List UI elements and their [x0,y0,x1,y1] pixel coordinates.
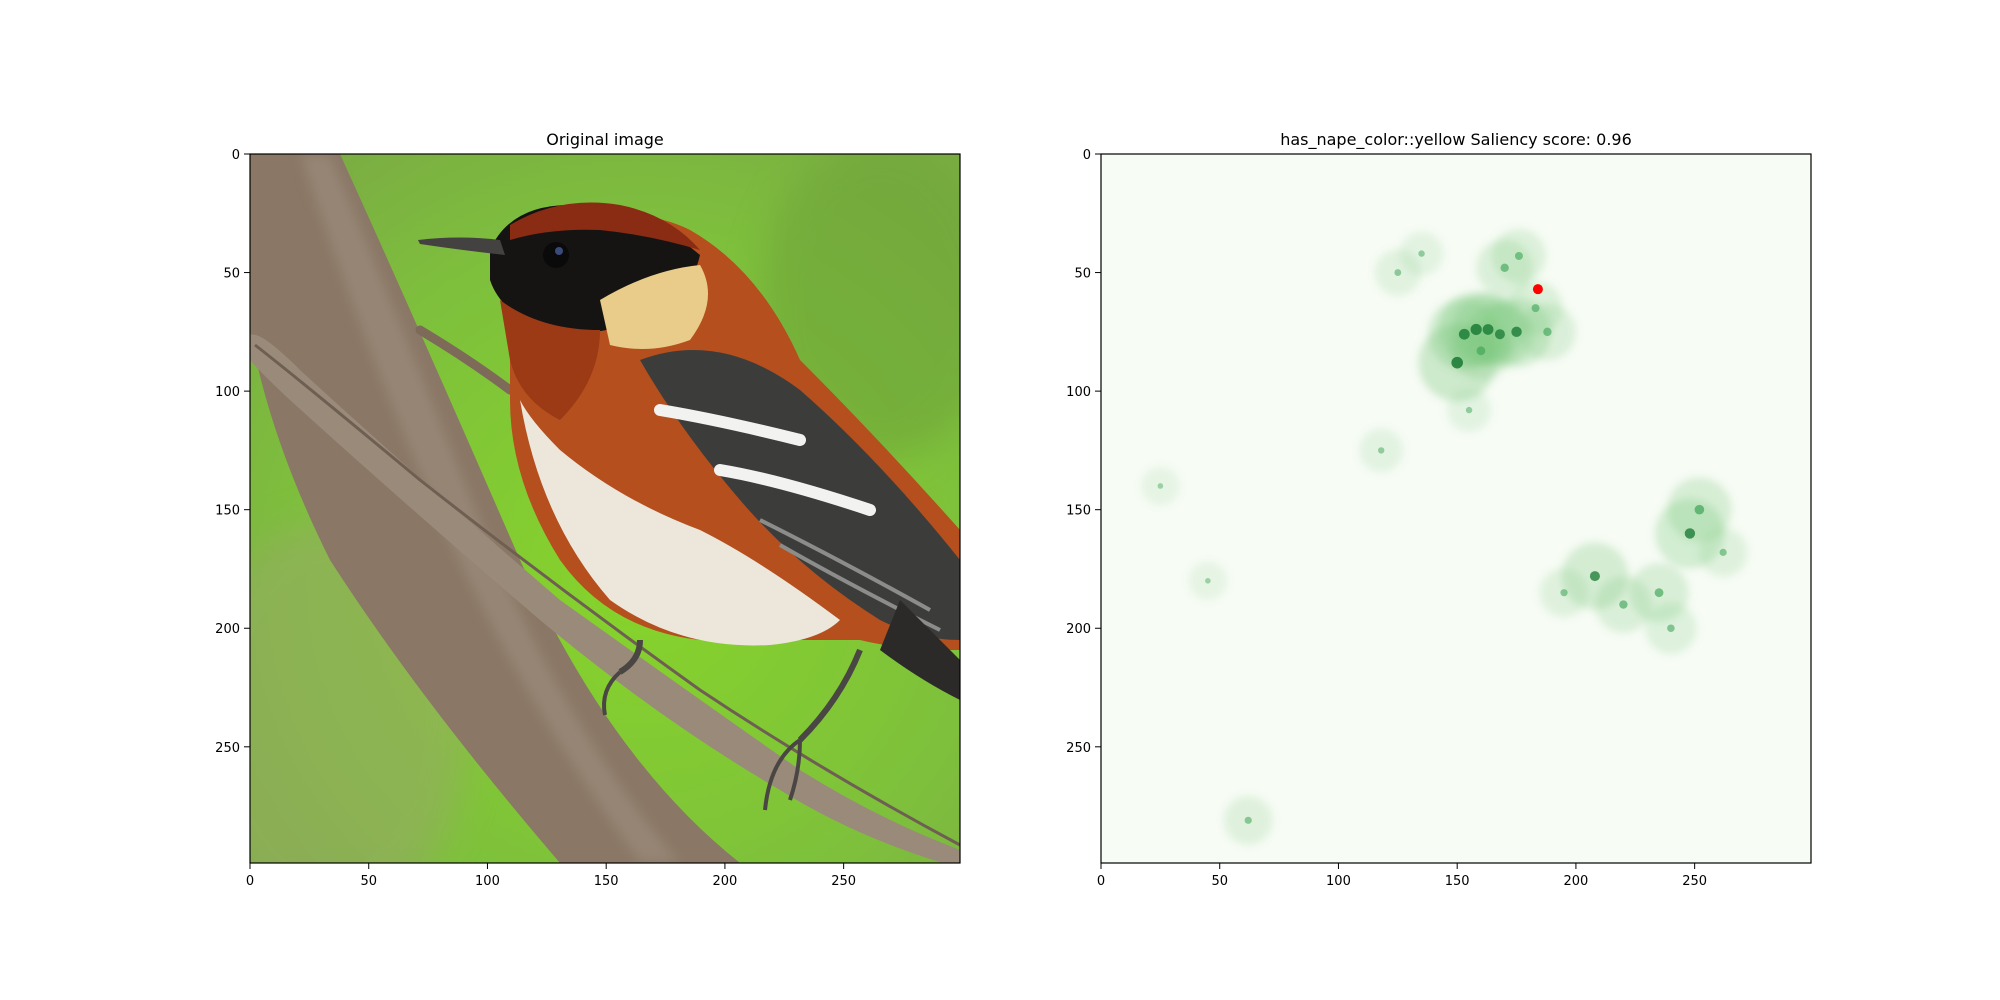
saliency-map-axes: has_nape_color::yellow Saliency score: 0… [1066,130,1812,889]
saliency-peak-marker [1532,284,1543,295]
saliency-hotspot [1654,588,1664,598]
original-image-ticks: 0 50 100 150 200 250 0 50 100 150 200 250 [215,148,856,889]
original-image-xtick-label: 200 [713,874,738,889]
saliency-map-ytick-label: 50 [1074,267,1091,282]
saliency-hotspot [1500,263,1509,273]
saliency-map-ticks: 0 50 100 150 200 250 0 50 100 150 200 250 [1066,148,1707,889]
saliency-hotspot [1458,328,1470,340]
saliency-hotspot [1589,571,1600,582]
saliency-hotspot [1719,548,1727,556]
saliency-hotspot [1394,269,1402,276]
saliency-map-xtick-label: 0 [1097,874,1105,889]
original-image-ytick-label: 0 [232,148,240,163]
saliency-map-ytick-label: 250 [1066,741,1091,756]
saliency-map-ytick-label: 100 [1066,385,1091,400]
saliency-hotspot [1511,326,1522,338]
saliency-heatmap [1101,154,1811,863]
saliency-hotspot [1560,589,1568,597]
saliency-hotspot-glow [1141,466,1180,506]
original-image-title: Original image [546,130,664,149]
saliency-hotspot [1494,329,1505,340]
saliency-map-ytick-label: 200 [1066,622,1091,637]
original-image-ytick-label: 150 [215,504,240,519]
saliency-map-ytick-label: 0 [1083,148,1091,163]
saliency-map-ytick-label: 150 [1066,504,1091,519]
saliency-hotspot [1451,356,1463,369]
saliency-hotspot-glow [1188,561,1228,601]
saliency-map-xtick-label: 200 [1564,874,1589,889]
saliency-hotspot [1531,304,1540,313]
saliency-map-xtick-label: 150 [1445,874,1470,889]
saliency-map-title: has_nape_color::yellow Saliency score: 0… [1280,130,1632,150]
original-image-xtick-label: 100 [475,874,500,889]
saliency-hotspot [1465,406,1473,414]
saliency-hotspot [1482,324,1494,335]
saliency-hotspot [1157,483,1164,489]
saliency-hotspot [1476,346,1486,356]
original-image-ytick-label: 250 [215,741,240,756]
saliency-hotspot [1244,816,1252,824]
saliency-map-frame [1100,153,1812,864]
saliency-hotspot [1619,600,1628,609]
saliency-hotspot [1514,251,1523,260]
saliency-map-xtick-label: 50 [1211,874,1228,889]
original-image-xtick-label: 50 [360,874,377,889]
bird-photo [250,154,960,863]
saliency-hotspot [1418,250,1425,257]
saliency-hotspot [1378,447,1385,454]
saliency-hotspot [1470,323,1482,336]
saliency-hotspot [1694,504,1705,515]
saliency-hotspot [1543,327,1552,337]
original-image-xtick-label: 0 [246,874,254,889]
original-image-ytick-label: 200 [215,622,240,637]
original-image-xtick-label: 150 [594,874,619,889]
original-image-frame [249,153,961,864]
saliency-hotspot [1667,624,1675,633]
original-image-axes: Original image [215,130,961,889]
original-image-ytick-label: 50 [223,267,240,282]
original-image-xtick-label: 250 [831,874,856,889]
saliency-map-xtick-label: 250 [1682,874,1707,889]
saliency-hotspot [1684,528,1696,539]
saliency-hotspot [1205,578,1211,584]
saliency-map-xtick-label: 100 [1326,874,1351,889]
original-image-ytick-label: 100 [215,385,240,400]
